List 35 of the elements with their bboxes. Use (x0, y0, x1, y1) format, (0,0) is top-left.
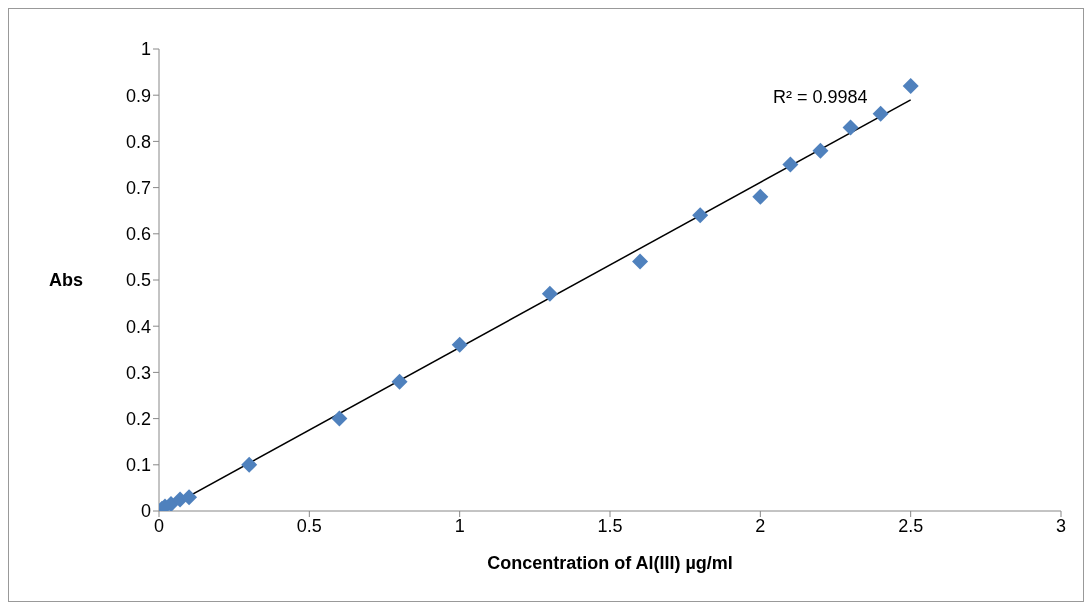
point (451, 336, 468, 353)
y-tick-label: 0.7 (125, 177, 151, 198)
point (812, 142, 829, 159)
point (872, 105, 889, 122)
x-axis-title: Concentration of Al(III) µg/ml (487, 553, 733, 573)
point (331, 410, 348, 427)
y-tick-label: 0.6 (125, 224, 151, 245)
y-tick-label: 0.5 (125, 270, 151, 291)
y-tick-label: 0.4 (125, 316, 151, 337)
point (541, 285, 558, 302)
y-tick-label: 0 (140, 501, 151, 522)
point (391, 373, 408, 390)
x-tick-label: 1.5 (597, 515, 623, 536)
x-tick-label: 0 (153, 515, 165, 536)
x-tick-label: 2 (755, 515, 766, 536)
x-tick-label: 1 (454, 515, 465, 536)
point (241, 456, 258, 473)
y-tick-label: 0.9 (125, 85, 151, 106)
y-tick-label: 0.2 (125, 408, 151, 429)
y-tick-label: 0.3 (125, 362, 151, 383)
y-tick-label: 0.1 (125, 455, 151, 476)
point (181, 489, 198, 506)
x-tick-label: 0.5 (296, 515, 322, 536)
annotation: R² = 0.9984 (773, 87, 868, 108)
point (692, 207, 709, 224)
point (752, 188, 769, 205)
point (632, 253, 649, 270)
x-tick-label: 2.5 (898, 515, 924, 536)
y-tick-label: 0.8 (125, 131, 151, 152)
y-tick-label: 1 (140, 39, 151, 60)
point (782, 156, 799, 173)
point (842, 119, 859, 136)
point (902, 77, 919, 94)
x-tick-label: 3 (1055, 515, 1067, 536)
y-axis-title: Abs (49, 270, 84, 291)
